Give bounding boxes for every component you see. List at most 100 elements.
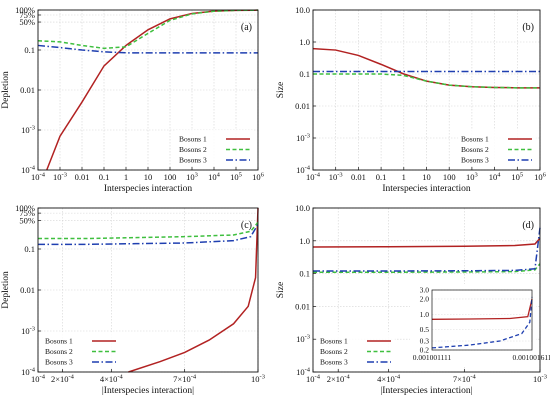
inset-x-tick-label: 0.001001111 <box>413 353 452 362</box>
x-tick-label: 10-3 <box>53 172 67 183</box>
x-tick-label: 2×10-4 <box>327 374 351 385</box>
y-tick-label: 75% <box>19 208 35 218</box>
y-tick-label: 10-3 <box>21 326 35 337</box>
inset-x-tick-label: 0.001001611 <box>512 353 550 362</box>
y-tick-label: 50% <box>19 215 35 225</box>
series-line-3 <box>313 227 541 272</box>
x-tick-label: 105 <box>230 172 242 183</box>
series-line-3 <box>37 44 258 54</box>
panel-label: (d) <box>522 220 534 231</box>
inset-y-tick-label: 2.0 <box>420 294 430 303</box>
x-tick-label: 106 <box>252 172 265 183</box>
y-tick-label: 10-3 <box>296 334 310 345</box>
x-tick-label: 103 <box>466 172 478 183</box>
inset-y-tick-label: 3.0 <box>420 286 430 295</box>
y-tick-label: 10.0 <box>295 5 310 15</box>
y-tick-label: 100% <box>15 5 35 15</box>
y-tick-label: 0.1 <box>299 269 310 279</box>
panel-d: 10-4 2×10-4 4×10-4 7×10-4 10-3 10-4 10-3 0.01 0.… <box>276 203 550 396</box>
x-tick-label: 0.01 <box>75 172 90 182</box>
x-tick-label: 0.1 <box>99 172 110 182</box>
x-axis-label: Interspecies interaction <box>104 184 193 194</box>
series-line-1 <box>128 207 259 373</box>
plot-frame <box>37 207 259 373</box>
plot-frame <box>312 9 541 171</box>
x-tick-label: 10-4 <box>306 374 321 385</box>
series-line-2 <box>38 221 259 240</box>
legend-label: Bosons 2 <box>179 145 207 154</box>
x-tick-label: 105 <box>511 172 523 183</box>
panel-label: (a) <box>241 22 252 33</box>
y-tick-label: 0.1 <box>299 69 310 79</box>
y-axis-label: Depletion <box>1 71 11 109</box>
legend-label: Bosons 3 <box>45 358 73 367</box>
x-tick-label: 10-3 <box>329 172 343 183</box>
x-tick-label: 104 <box>208 172 221 183</box>
y-tick-label: 0.01 <box>295 301 310 311</box>
x-tick-label: 100 <box>164 172 177 182</box>
x-axis-label: |Interspecies interaction| <box>102 386 194 396</box>
panel-b: 10-4 10-3 0.01 0.1 1 10 100 103 104 105 106 10-4 10-… <box>276 5 547 194</box>
panel-c: 10-4 2×10-4 4×10-4 7×10-4 10-3 10-4 10-3 0.01 0.… <box>1 203 265 396</box>
legend-label: Bosons 1 <box>461 135 489 144</box>
y-tick-label: 1.0 <box>299 236 310 246</box>
x-tick-label: 104 <box>489 172 502 183</box>
x-tick-label: 7×10-4 <box>453 374 477 385</box>
x-tick-label: 0.1 <box>376 172 387 182</box>
legend-label: Bosons 3 <box>461 156 489 165</box>
x-axis-label: Interspecies interaction <box>382 184 471 194</box>
y-tick-label: 10-3 <box>21 125 35 136</box>
plot-frame <box>312 207 541 373</box>
x-tick-label: 10-3 <box>251 374 265 385</box>
x-tick-label: 100 <box>443 172 456 182</box>
y-tick-label: 0.1 <box>24 244 35 254</box>
inset-chart: 0.20.3 0.5 1.0 2.03.0 0.001001111 0.001001611 <box>410 284 550 366</box>
series-line-1 <box>312 237 541 248</box>
inset-background <box>410 284 536 366</box>
y-tick-label: 0.01 <box>20 85 35 95</box>
x-tick-label: 10 <box>144 172 153 182</box>
legend-label: Bosons 1 <box>45 337 73 346</box>
x-tick-label: 103 <box>186 172 198 183</box>
panel-label: (b) <box>522 22 534 33</box>
y-tick-label: 10-4 <box>21 367 36 378</box>
series-line-3 <box>38 223 259 246</box>
inset-y-tick-label: 0.3 <box>420 337 430 346</box>
x-tick-label: 10-4 <box>31 172 46 183</box>
x-tick-label: 4×10-4 <box>377 374 401 385</box>
y-tick-label: 10.0 <box>295 203 310 213</box>
x-tick-label: 10-3 <box>533 374 547 385</box>
legend-label: Bosons 2 <box>45 347 73 356</box>
x-tick-label: 1 <box>124 172 128 182</box>
plot-frame <box>37 9 259 171</box>
legend-label: Bosons 2 <box>320 347 348 356</box>
y-tick-label: 10-4 <box>296 165 311 176</box>
inset-frame <box>431 289 533 351</box>
x-tick-label: 7×10-4 <box>173 374 197 385</box>
y-tick-label: 0.1 <box>24 45 35 55</box>
y-tick-label: 10-4 <box>296 367 311 378</box>
legend-label: Bosons 2 <box>461 145 489 154</box>
y-axis-label: Size <box>276 282 286 298</box>
legend-label: Bosons 3 <box>179 156 207 165</box>
y-tick-label: 0.01 <box>20 285 35 295</box>
inset-y-tick-label: 1.0 <box>420 310 430 319</box>
y-tick-label: 1.0 <box>299 37 310 47</box>
x-tick-label: 1 <box>402 172 406 182</box>
series-line-2 <box>37 9 259 50</box>
y-axis-label: Depletion <box>1 271 11 309</box>
y-tick-label: 10-3 <box>296 133 310 144</box>
panel-a: 10-4 10-3 0.01 0.1 1 10 100 103 104 105 106 10-4 10-… <box>1 5 265 194</box>
y-tick-label: 10-4 <box>21 165 36 176</box>
legend-label: Bosons 3 <box>320 358 348 367</box>
legend-label: Bosons 1 <box>320 337 348 346</box>
inset-y-tick-label: 0.5 <box>420 325 430 334</box>
y-tick-label: 50% <box>19 17 35 27</box>
y-tick-label: 75% <box>19 10 35 20</box>
series-line-2 <box>313 73 540 89</box>
